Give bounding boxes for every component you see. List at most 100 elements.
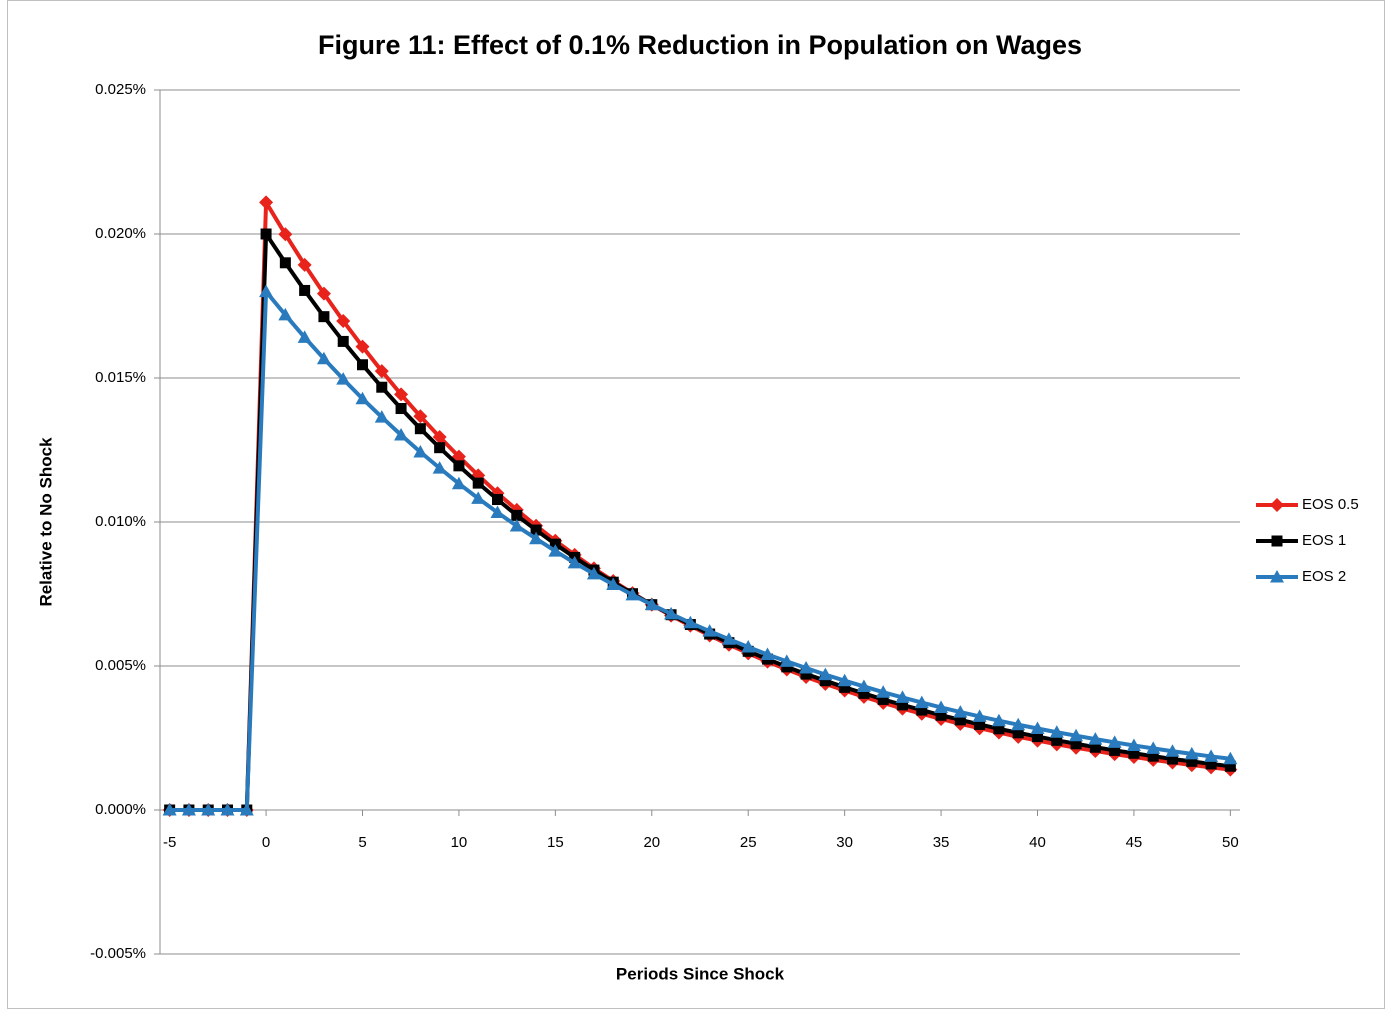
data-point [1204, 749, 1219, 762]
data-point [374, 410, 389, 423]
y-tick-label: 0.010% [95, 513, 146, 530]
data-point [1165, 744, 1180, 757]
data-point [492, 494, 503, 506]
data-point [1147, 750, 1159, 762]
x-tick-label: 50 [1222, 834, 1239, 851]
data-point [394, 387, 409, 402]
data-point [1224, 760, 1236, 772]
chart-title: Figure 11: Effect of 0.1% Reduction in P… [318, 30, 1082, 60]
data-point [278, 307, 293, 321]
x-tick-label: 15 [547, 834, 564, 851]
legend-label: EOS 1 [1302, 532, 1346, 549]
data-point [278, 227, 293, 242]
data-point [471, 491, 486, 504]
data-point [741, 639, 756, 653]
data-point [297, 330, 312, 343]
data-point [644, 597, 659, 611]
y-tick-label: 0.020% [95, 225, 146, 242]
data-point [664, 606, 679, 620]
x-tick-label: 5 [358, 834, 366, 851]
chart-border [7, 0, 1385, 1009]
data-point [337, 335, 349, 347]
data-point [511, 509, 523, 521]
data-point [434, 442, 446, 454]
data-point [355, 339, 370, 354]
data-point [259, 195, 274, 210]
data-point [1012, 727, 1024, 739]
x-tick-label: 10 [451, 834, 468, 851]
data-point [934, 700, 949, 713]
data-point [606, 577, 621, 590]
data-point [818, 667, 833, 681]
data-point [220, 803, 235, 816]
legend-label: EOS 0.5 [1302, 496, 1359, 513]
data-point [1032, 731, 1043, 743]
data-point [856, 679, 871, 692]
data-point [800, 668, 812, 680]
data-point [509, 519, 524, 532]
x-tick-label: 35 [933, 834, 950, 851]
data-point [181, 803, 196, 816]
data-point [625, 587, 640, 601]
x-tick-label: -5 [163, 834, 176, 851]
data-point [530, 524, 542, 536]
data-point [1049, 725, 1064, 738]
data-point [1069, 728, 1084, 742]
data-point [914, 695, 929, 709]
data-point [1146, 741, 1161, 754]
data-point [1126, 738, 1141, 751]
data-point [414, 423, 426, 435]
data-point [858, 687, 870, 699]
data-point [316, 351, 331, 365]
legend-marker [1271, 535, 1283, 547]
data-point [876, 685, 891, 698]
data-point [954, 714, 966, 726]
data-point [1128, 747, 1140, 759]
data-point [1088, 732, 1103, 745]
data-point [413, 445, 428, 458]
y-tick-label: 0.005% [95, 657, 146, 674]
x-tick-label: 40 [1029, 834, 1046, 851]
data-point [702, 624, 717, 637]
x-tick-label: 25 [740, 834, 757, 851]
data-point [974, 718, 986, 730]
data-point [1167, 753, 1178, 765]
data-point [490, 505, 505, 518]
data-point [451, 476, 466, 490]
data-point [1070, 738, 1082, 750]
data-point [259, 284, 274, 298]
data-point [548, 544, 563, 557]
data-point [1109, 744, 1121, 756]
data-point [993, 723, 1005, 735]
data-point [1051, 734, 1063, 746]
data-point [357, 359, 368, 371]
data-point [316, 286, 331, 301]
data-point [1011, 717, 1026, 731]
data-point [799, 661, 814, 674]
legend-marker [1270, 570, 1284, 583]
data-point [897, 699, 908, 711]
data-point [432, 430, 447, 445]
data-point [760, 647, 775, 660]
data-point [279, 257, 291, 269]
x-tick-label: 0 [262, 834, 270, 851]
data-point [1184, 746, 1199, 760]
data-point [721, 632, 736, 645]
data-point [839, 681, 851, 693]
data-point [779, 654, 794, 667]
data-point [991, 713, 1006, 727]
data-point [837, 673, 852, 687]
data-point [162, 803, 177, 816]
data-point [374, 364, 389, 379]
data-point [413, 409, 428, 424]
x-tick-label: 45 [1126, 834, 1143, 851]
data-point [336, 313, 351, 328]
data-point [972, 709, 987, 722]
data-point [895, 690, 910, 703]
data-point [395, 403, 407, 415]
data-point [376, 381, 388, 393]
x-tick-label: 30 [836, 834, 853, 851]
data-point [1089, 741, 1101, 753]
data-point [953, 705, 968, 718]
data-point [1223, 751, 1238, 765]
